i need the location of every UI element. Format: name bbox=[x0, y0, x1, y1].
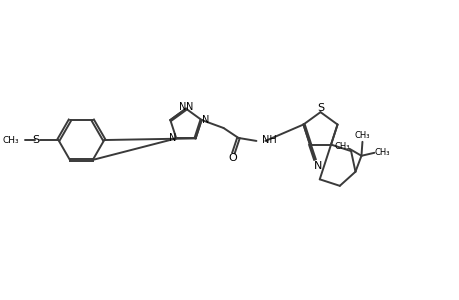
Text: N: N bbox=[313, 160, 321, 170]
Text: CH₃: CH₃ bbox=[334, 142, 349, 151]
Text: NH: NH bbox=[261, 135, 276, 145]
Text: N: N bbox=[168, 134, 176, 143]
Text: N: N bbox=[185, 102, 193, 112]
Text: S: S bbox=[316, 103, 323, 112]
Text: N: N bbox=[179, 102, 186, 112]
Text: CH₃: CH₃ bbox=[3, 136, 20, 145]
Text: O: O bbox=[228, 153, 236, 164]
Text: N: N bbox=[201, 115, 209, 125]
Text: S: S bbox=[33, 135, 39, 145]
Text: CH₃: CH₃ bbox=[354, 131, 369, 140]
Text: CH₃: CH₃ bbox=[374, 148, 389, 157]
